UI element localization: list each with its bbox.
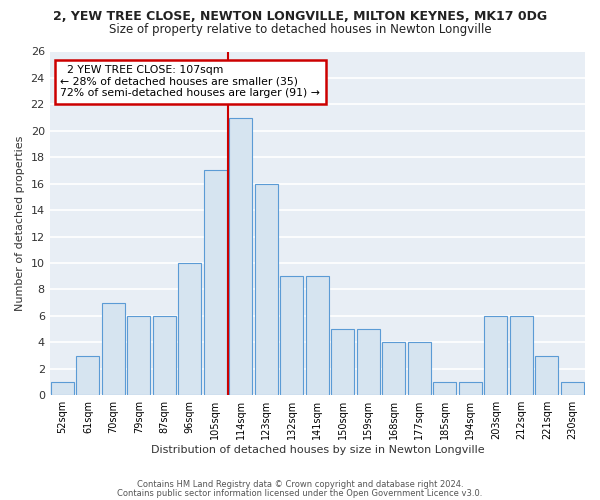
Bar: [357, 329, 380, 395]
Bar: [306, 276, 329, 395]
Bar: [204, 170, 227, 395]
Bar: [153, 316, 176, 395]
Bar: [484, 316, 507, 395]
Bar: [510, 316, 533, 395]
Bar: [331, 329, 354, 395]
Bar: [561, 382, 584, 395]
Bar: [102, 302, 125, 395]
Bar: [178, 263, 202, 395]
Text: Contains public sector information licensed under the Open Government Licence v3: Contains public sector information licen…: [118, 488, 482, 498]
Bar: [459, 382, 482, 395]
X-axis label: Distribution of detached houses by size in Newton Longville: Distribution of detached houses by size …: [151, 445, 484, 455]
Bar: [229, 118, 253, 395]
Text: 2 YEW TREE CLOSE: 107sqm  
← 28% of detached houses are smaller (35)
72% of semi: 2 YEW TREE CLOSE: 107sqm ← 28% of detach…: [61, 65, 320, 98]
Text: Contains HM Land Registry data © Crown copyright and database right 2024.: Contains HM Land Registry data © Crown c…: [137, 480, 463, 489]
Text: Size of property relative to detached houses in Newton Longville: Size of property relative to detached ho…: [109, 22, 491, 36]
Bar: [51, 382, 74, 395]
Bar: [76, 356, 100, 395]
Bar: [255, 184, 278, 395]
Bar: [433, 382, 456, 395]
Bar: [127, 316, 151, 395]
Bar: [382, 342, 405, 395]
Bar: [408, 342, 431, 395]
Text: 2, YEW TREE CLOSE, NEWTON LONGVILLE, MILTON KEYNES, MK17 0DG: 2, YEW TREE CLOSE, NEWTON LONGVILLE, MIL…: [53, 10, 547, 23]
Y-axis label: Number of detached properties: Number of detached properties: [15, 136, 25, 311]
Bar: [535, 356, 558, 395]
Bar: [280, 276, 304, 395]
